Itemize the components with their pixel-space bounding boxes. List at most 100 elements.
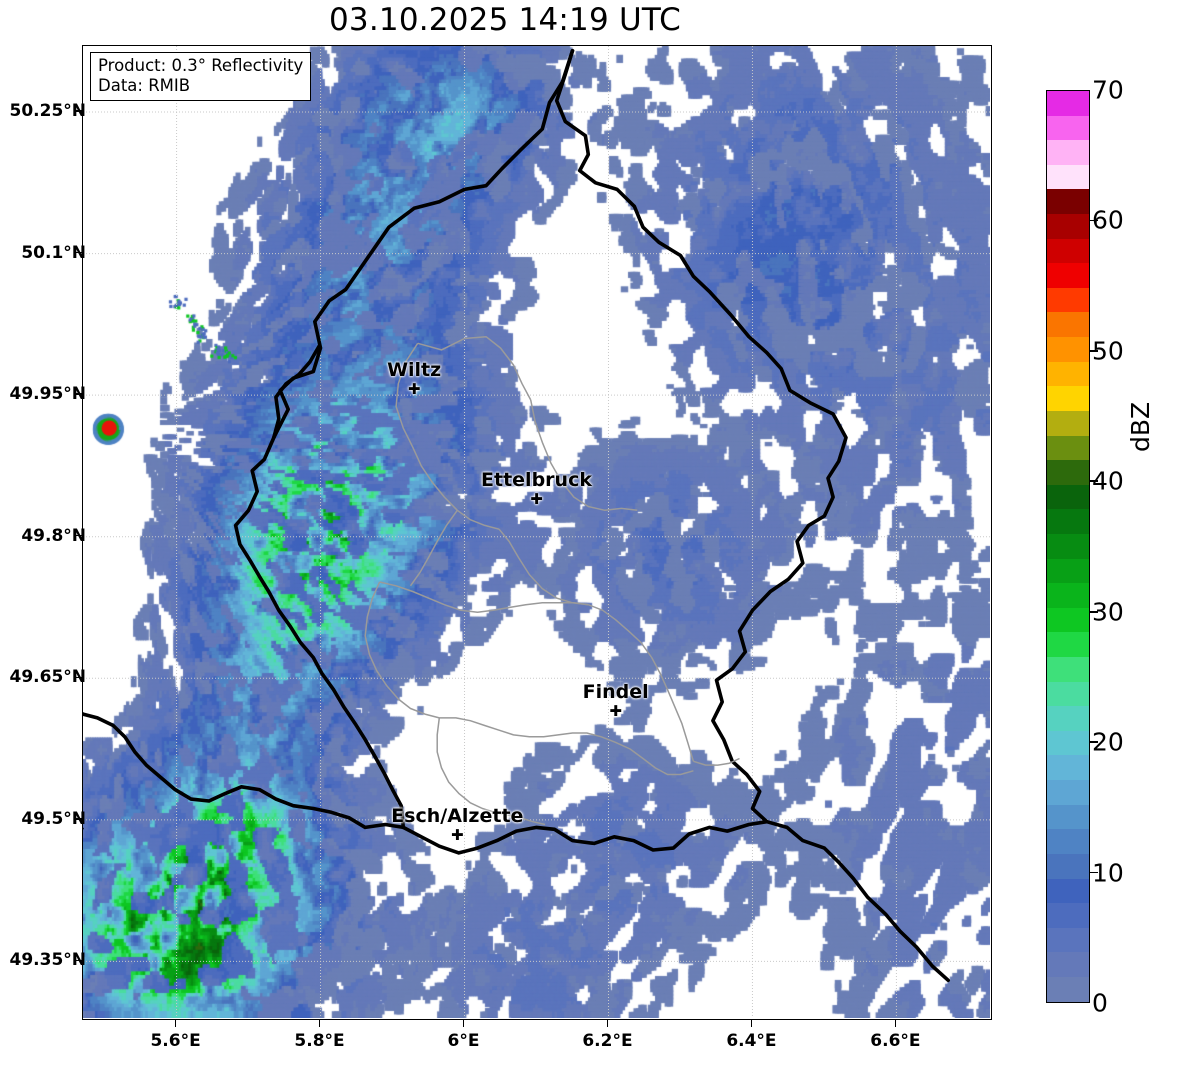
colorbar[interactable] [1046,90,1090,1003]
colorbar-band [1047,755,1089,781]
colorbar-band [1047,164,1089,190]
colorbar-tick-mark [1090,219,1098,222]
colorbar-band [1047,976,1089,1002]
colorbar-band [1047,952,1089,977]
product-info-box: Product: 0.3° Reflectivity Data: RMIB [90,52,312,102]
map-overlay-layer [83,46,990,1018]
colorbar-band [1047,927,1089,953]
colorbar-band [1047,558,1089,584]
colorbar-band [1047,509,1089,534]
city-name: Ettelbruck [481,469,592,492]
colorbar-band [1047,681,1089,707]
administrative-boundary-line [395,342,500,530]
colorbar-band [1047,829,1089,854]
colorbar-band [1047,140,1089,165]
x-axis-tick-mark [318,1020,321,1027]
colorbar-band [1047,410,1089,436]
colorbar-band [1047,238,1089,264]
page-title: 03.10.2025 14:19 UTC [329,2,681,38]
colorbar-band [1047,730,1089,756]
administrative-boundary-line [409,509,458,587]
administrative-boundary-line [498,528,589,606]
radar-plot-area[interactable]: Product: 0.3° Reflectivity Data: RMIB Wi… [82,45,992,1020]
colorbar-tick-mark [1090,610,1098,613]
city-label-ettelbruck: Ettelbruck ✚ [481,469,592,509]
city-label-wiltz: Wiltz ✚ [387,359,442,398]
colorbar-label: dBZ [1126,401,1155,452]
city-name: Findel [582,680,649,703]
radar-reflectivity-layer [83,46,990,1018]
y-axis-tick-mark [75,251,82,254]
y-axis-tick-label: 49.95°N [9,384,87,405]
colorbar-band [1047,214,1089,239]
colorbar-band [1047,263,1089,288]
colorbar-band [1047,361,1089,387]
colorbar-band [1047,903,1089,928]
colorbar-band [1047,115,1089,141]
national-border-line [554,48,950,983]
colorbar-band [1047,607,1089,633]
colorbar-band [1047,287,1089,313]
y-axis-tick-label: 50.1°N [21,242,86,263]
colorbar-band [1047,189,1089,215]
x-axis-tick-label: 5.6°E [150,1031,201,1051]
administrative-boundary-line [529,399,638,512]
y-axis-tick-mark [75,534,82,537]
administrative-boundary-line [364,581,694,776]
y-axis-tick-mark [75,818,82,820]
y-axis-tick-mark [75,959,82,962]
x-axis-tick-label: 6°E [447,1031,480,1051]
administrative-boundary-line [379,581,589,613]
national-border-line [272,48,575,440]
colorbar-tick-mark [1090,871,1098,874]
colorbar-band [1047,484,1089,510]
x-axis-tick-mark [606,1020,609,1027]
colorbar-band [1047,337,1089,362]
y-axis-tick-label: 49.8°N [21,525,86,546]
colorbar-tick-label: 70 [1092,75,1124,105]
colorbar-band [1047,780,1089,805]
y-axis-tick-mark [75,110,82,112]
city-name: Wiltz [387,359,442,381]
colorbar-band [1047,460,1089,485]
data-source-line: Data: RMIB [98,76,191,96]
colorbar-band [1047,853,1089,879]
colorbar-tick-label: 0 [1092,988,1108,1018]
national-border-line [272,344,321,440]
colorbar-band [1047,632,1089,658]
administrative-boundary-line [417,335,532,401]
x-axis-tick-mark [174,1020,177,1027]
colorbar-band [1047,533,1089,559]
y-axis-tick-label: 49.5°N [21,808,86,829]
colorbar-band [1047,386,1089,411]
city-label-findel: Findel ✚ [582,680,649,720]
colorbar-band [1047,878,1089,904]
colorbar-tick-mark [1090,741,1098,743]
colorbar-tick-mark [1090,480,1098,483]
y-axis-tick-label: 50.25°N [9,101,87,122]
x-axis-tick-label: 6.2°E [582,1031,633,1051]
x-axis-tick-mark [750,1020,753,1027]
city-label-esch-alzette: Esch/Alzette ✚ [391,805,524,843]
colorbar-band [1047,804,1089,830]
city-name: Esch/Alzette [391,805,524,828]
colorbar-band [1047,706,1089,731]
colorbar-tick-mark [1090,350,1098,352]
x-axis-tick-label: 6.4°E [726,1031,777,1051]
administrative-boundary-line [588,604,695,762]
national-border-line [83,712,769,855]
colorbar-band [1047,435,1089,461]
city-marker-icon: ✚ [609,701,622,720]
x-axis-tick-mark [894,1020,897,1027]
colorbar-band [1047,657,1089,682]
x-axis-tick-label: 5.8°E [294,1031,345,1051]
colorbar-band [1047,91,1089,116]
y-axis-tick-mark [75,393,82,395]
city-marker-icon: ✚ [407,380,421,398]
colorbar-band [1047,583,1089,608]
y-axis-tick-label: 49.65°N [9,667,87,688]
city-marker-icon: ✚ [530,490,543,509]
administrative-boundary-line [436,717,546,826]
product-line: Product: 0.3° Reflectivity [98,56,304,75]
